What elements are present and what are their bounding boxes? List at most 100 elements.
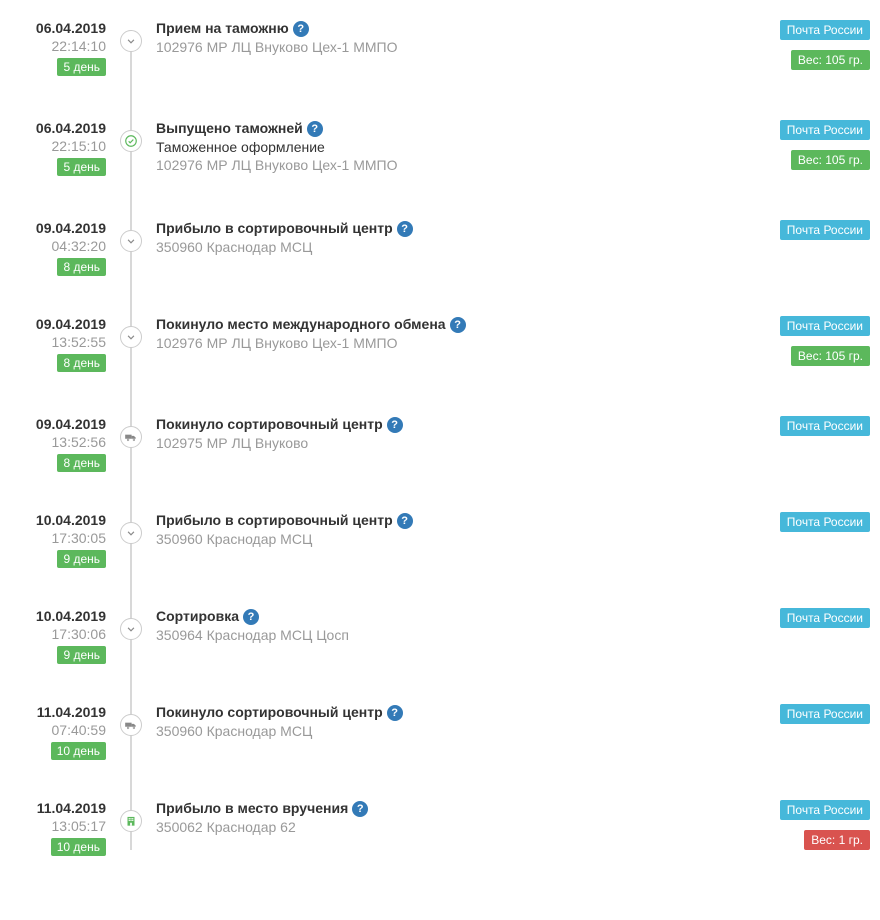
event-location: 350964 Краснодар МСЦ Цосп (156, 627, 750, 643)
event-date: 09.04.2019 (10, 220, 106, 236)
node-column (106, 220, 156, 276)
help-icon[interactable]: ? (397, 513, 413, 529)
event-badges: Почта России (750, 220, 870, 276)
event-location: 102976 МР ЛЦ Внуково Цех-1 ММПО (156, 335, 750, 351)
day-badge: 10 день (51, 742, 106, 760)
help-icon[interactable]: ? (387, 705, 403, 721)
event-time: 13:52:56 (10, 434, 106, 450)
carrier-badge[interactable]: Почта России (780, 800, 870, 820)
node-column (106, 608, 156, 664)
event-meta: 10.04.201917:30:059 день (10, 512, 106, 568)
event-title: Покинуло место международного обмена (156, 316, 446, 332)
event-meta: 11.04.2019 07:40:59 10 день (10, 704, 106, 760)
weight-badge: Вес: 1 гр. (804, 830, 870, 850)
timeline-event: 09.04.201913:52:558 день Покинуло место м… (10, 316, 870, 376)
timeline-event: 11.04.2019 13:05:17 10 день Прибыло в место… (10, 800, 870, 860)
event-badges: Почта России (750, 608, 870, 664)
building-icon[interactable] (120, 810, 142, 832)
event-time: 17:30:06 (10, 626, 106, 642)
truck-icon[interactable] (120, 426, 142, 448)
carrier-badge[interactable]: Почта России (780, 416, 870, 436)
chevron-icon[interactable] (120, 522, 142, 544)
event-location: 350960 Краснодар МСЦ (156, 239, 750, 255)
event-location: 102976 МР ЛЦ Внуково Цех-1 ММПО (156, 157, 750, 173)
event-badges: Почта России (750, 512, 870, 568)
event-meta: 10.04.201917:30:069 день (10, 608, 106, 664)
carrier-badge[interactable]: Почта России (780, 220, 870, 240)
help-icon[interactable]: ? (450, 317, 466, 333)
carrier-badge[interactable]: Почта России (780, 120, 870, 140)
event-badges: Почта России Вес: 1 гр. (750, 800, 870, 860)
event-time: 04:32:20 (10, 238, 106, 254)
event-date: 06.04.2019 (10, 120, 106, 136)
carrier-badge[interactable]: Почта России (780, 608, 870, 628)
chevron-icon[interactable] (120, 618, 142, 640)
chevron-icon[interactable] (120, 326, 142, 348)
event-date: 09.04.2019 (10, 416, 106, 432)
tracking-timeline: 06.04.201922:14:105 деньПрием на таможню… (10, 20, 870, 860)
weight-badge: Вес: 105 гр. (791, 150, 870, 170)
event-body: Прибыло в сортировочный центр?350960 Кра… (156, 512, 750, 568)
help-icon[interactable]: ? (397, 221, 413, 237)
event-time: 13:52:55 (10, 334, 106, 350)
truck-icon[interactable] (120, 714, 142, 736)
carrier-badge[interactable]: Почта России (780, 704, 870, 724)
day-badge: 10 день (51, 838, 106, 856)
check-icon[interactable] (120, 130, 142, 152)
carrier-badge[interactable]: Почта России (780, 512, 870, 532)
event-badges: Почта России Вес: 105 гр. (750, 20, 870, 80)
event-location: 102975 МР ЛЦ Внуково (156, 435, 750, 451)
event-title: Покинуло сортировочный центр (156, 416, 383, 432)
event-body: Прибыло в сортировочный центр? 350960 Кра… (156, 220, 750, 276)
day-badge: 5 день (57, 58, 106, 76)
day-badge: 8 день (57, 258, 106, 276)
help-icon[interactable]: ? (293, 21, 309, 37)
event-date: 10.04.2019 (10, 608, 106, 624)
node-column (106, 512, 156, 568)
event-title: Выпущено таможней (156, 120, 303, 136)
event-meta: 11.04.2019 13:05:17 10 день (10, 800, 106, 860)
event-meta: 09.04.201913:52:558 день (10, 316, 106, 376)
timeline-event: 06.04.201922:14:105 деньПрием на таможню… (10, 20, 870, 80)
node-column (106, 704, 156, 760)
timeline-event: 06.04.2019 22:15:10 5 день Выпущено таможне… (10, 120, 870, 180)
carrier-badge[interactable]: Почта России (780, 20, 870, 40)
node-column (106, 20, 156, 80)
event-time: 13:05:17 (10, 818, 106, 834)
weight-badge: Вес: 105 гр. (791, 50, 870, 70)
event-title: Покинуло сортировочный центр (156, 704, 383, 720)
help-icon[interactable]: ? (243, 609, 259, 625)
event-location: 102976 МР ЛЦ Внуково Цех-1 ММПО (156, 39, 750, 55)
event-title: Сортировка (156, 608, 239, 624)
event-date: 11.04.2019 (10, 800, 106, 816)
node-column (106, 416, 156, 472)
event-location: 350062 Краснодар 62 (156, 819, 750, 835)
help-icon[interactable]: ? (352, 801, 368, 817)
event-body: Сортировка? 350964 Краснодар МСЦ Цосп (156, 608, 750, 664)
help-icon[interactable]: ? (387, 417, 403, 433)
event-time: 07:40:59 (10, 722, 106, 738)
timeline-event: 10.04.201917:30:069 деньСортировка?35096… (10, 608, 870, 664)
event-location: 350960 Краснодар МСЦ (156, 723, 750, 739)
day-badge: 8 день (57, 454, 106, 472)
event-location: 350960 Краснодар МСЦ (156, 531, 750, 547)
event-meta: 06.04.201922:14:105 день (10, 20, 106, 80)
event-title: Прибыло в место вручения (156, 800, 348, 816)
event-badges: Почта России Вес: 105 гр. (750, 120, 870, 180)
event-time: 22:15:10 (10, 138, 106, 154)
day-badge: 5 день (57, 158, 106, 176)
event-badges: Почта России (750, 416, 870, 472)
event-date: 11.04.2019 (10, 704, 106, 720)
node-column (106, 120, 156, 180)
carrier-badge[interactable]: Почта России (780, 316, 870, 336)
event-body: Прибыло в место вручения? 350062 Краснода… (156, 800, 750, 860)
chevron-icon[interactable] (120, 230, 142, 252)
event-time: 22:14:10 (10, 38, 106, 54)
event-title: Прибыло в сортировочный центр (156, 220, 393, 236)
event-body: Выпущено таможней?Таможенное оформление1… (156, 120, 750, 180)
chevron-icon[interactable] (120, 30, 142, 52)
event-meta: 09.04.2019 13:52:56 8 день (10, 416, 106, 472)
event-body: Покинуло сортировочный центр? 350960 Крас… (156, 704, 750, 760)
weight-badge: Вес: 105 гр. (791, 346, 870, 366)
help-icon[interactable]: ? (307, 121, 323, 137)
